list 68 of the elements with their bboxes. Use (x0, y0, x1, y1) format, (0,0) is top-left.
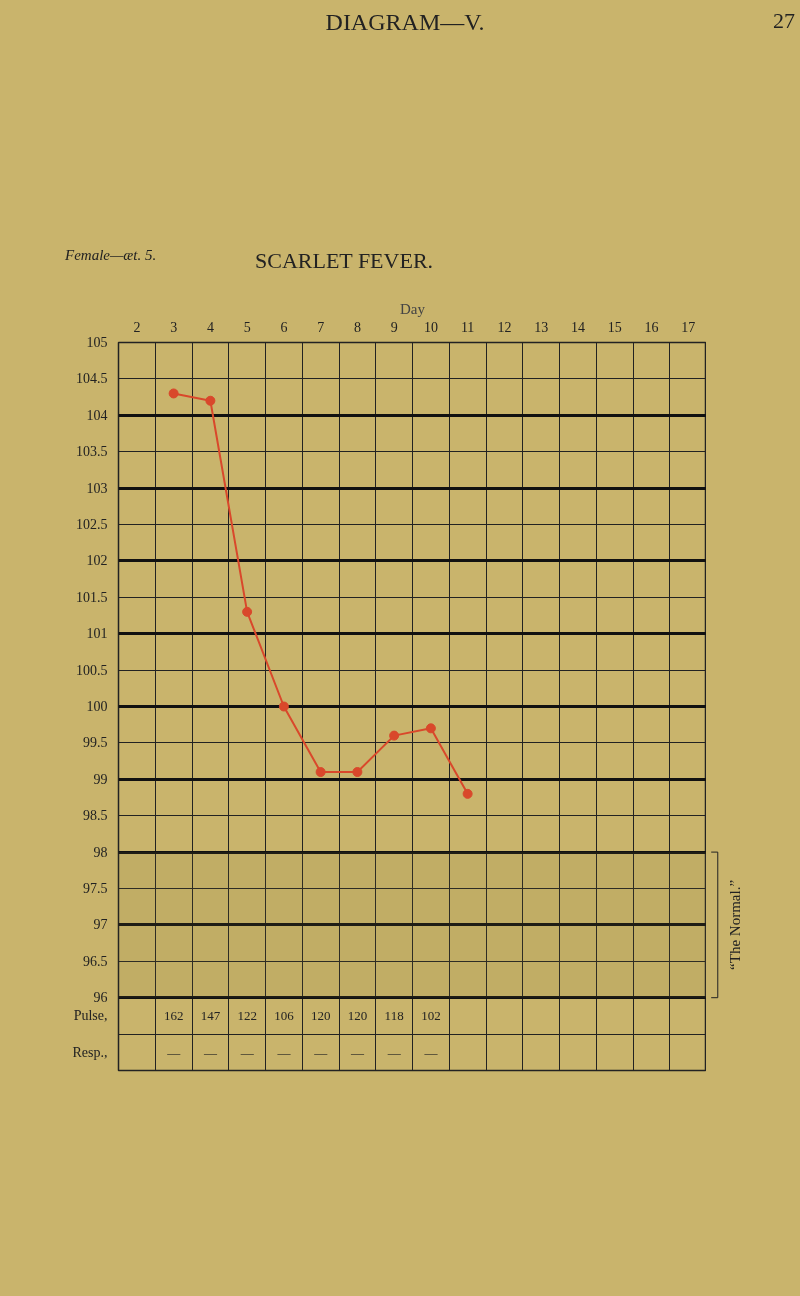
annotation: 118 (384, 1007, 404, 1023)
y-tick-label: 103.5 (76, 444, 108, 460)
x-tick-label: 11 (460, 319, 475, 335)
annotation: 102 (421, 1007, 441, 1023)
y-tick-label: 97 (93, 917, 108, 933)
x-tick-label: 7 (317, 319, 325, 335)
x-tick-label: 6 (280, 319, 288, 335)
y-tick-label: 103 (86, 480, 108, 496)
annotation: — (423, 1044, 439, 1060)
x-tick-label: 9 (390, 319, 398, 335)
x-axis-title: Day (400, 300, 426, 317)
annotation: 162 (163, 1007, 184, 1023)
point (352, 767, 363, 778)
point (425, 723, 436, 734)
y-tick-label: 102 (86, 553, 108, 569)
x-tick-label: 8 (353, 319, 361, 335)
x-tick-label: 4 (206, 319, 214, 335)
point (278, 701, 289, 712)
text: DIAGRAM—V. (325, 8, 485, 37)
annotation: — (202, 1044, 218, 1060)
point (462, 788, 473, 799)
annotation: 106 (274, 1007, 295, 1023)
y-tick-label: 104.5 (76, 371, 108, 387)
y-tick-label: Pulse, (73, 1008, 108, 1024)
annotation: — (239, 1044, 255, 1060)
x-tick-label: 16 (644, 319, 659, 335)
y-tick-label: 100 (86, 699, 108, 714)
y-tick-label: 100.5 (76, 662, 108, 678)
annotation: — (276, 1044, 292, 1060)
point (168, 388, 179, 399)
point (315, 767, 326, 778)
y-tick-label: 98 (93, 844, 108, 860)
annotation: 120 (347, 1007, 368, 1023)
y-tick-label: 96.5 (83, 953, 108, 969)
x-tick-label: 13 (534, 319, 549, 335)
annotation: — (166, 1044, 182, 1060)
y-tick-label: 105 (86, 335, 108, 350)
y-tick-label: 99 (93, 771, 108, 787)
x-tick-label: 17 (681, 319, 696, 335)
y-tick-label: Resp., (72, 1044, 108, 1060)
point (389, 730, 400, 741)
chart-title: SCARLET FEVER. (255, 247, 434, 275)
annotation: — (349, 1044, 365, 1060)
y-tick-label: 104 (86, 407, 108, 423)
annotation: 120 (310, 1007, 331, 1023)
point (242, 606, 253, 617)
x-tick-label: 2 (133, 319, 141, 335)
chart-subtitle: Female—æt. 5. (65, 246, 157, 265)
x-tick-label: 12 (497, 319, 512, 335)
y-tick-label: 102.5 (76, 517, 108, 532)
y-tick-label: 101 (86, 626, 108, 642)
annotation: 147 (200, 1007, 221, 1023)
y-tick-label: 99.5 (83, 735, 108, 751)
x-tick-label: 14 (570, 319, 585, 335)
y-tick-label: 98.5 (83, 808, 108, 824)
band-label: “The Normal.” (726, 879, 743, 970)
annotation: — (386, 1044, 402, 1060)
x-tick-label: 3 (170, 319, 178, 335)
point (205, 395, 216, 406)
annotation: 122 (237, 1007, 257, 1023)
annotation: — (313, 1044, 329, 1060)
y-tick-label: 97.5 (83, 881, 108, 896)
text: 27 (773, 7, 795, 35)
y-tick-label: 96 (93, 990, 108, 1006)
x-tick-label: 5 (243, 319, 251, 335)
x-tick-label: 15 (607, 319, 622, 335)
x-tick-label: 10 (423, 319, 438, 335)
y-tick-label: 101.5 (76, 589, 108, 605)
